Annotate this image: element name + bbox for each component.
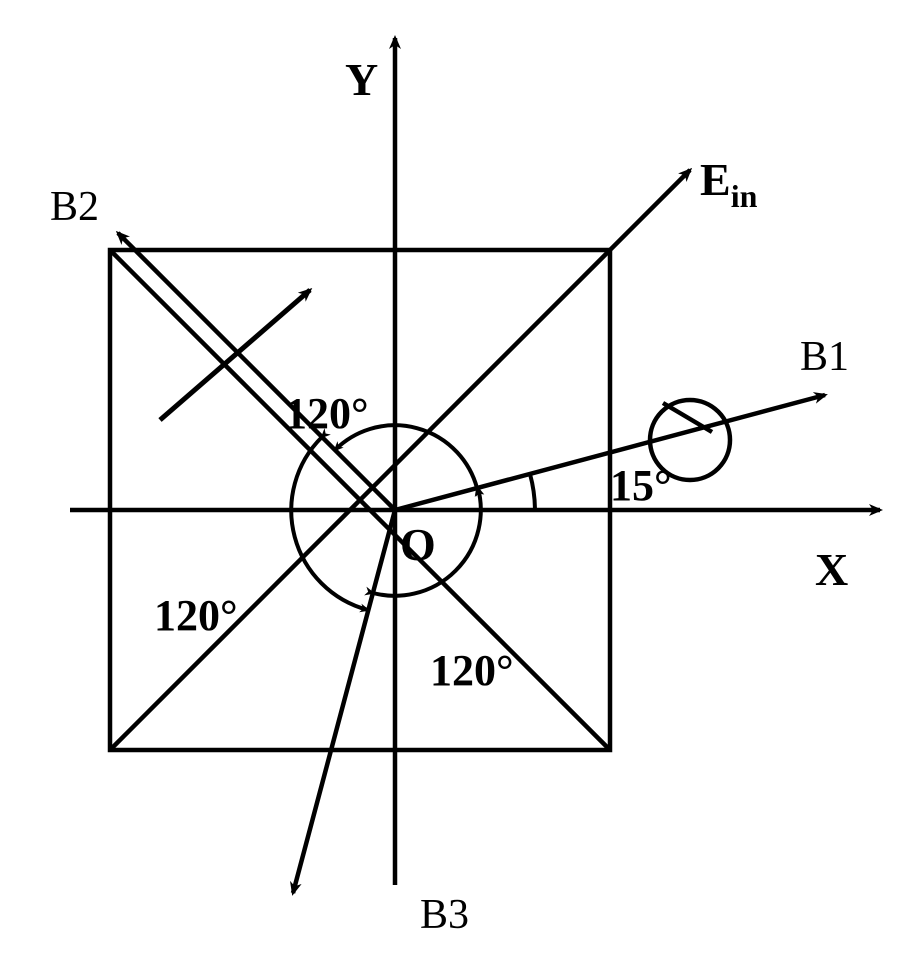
vector-b2 bbox=[118, 233, 395, 510]
angle-arc-15 bbox=[530, 474, 535, 510]
label-15deg: 15° bbox=[610, 461, 672, 510]
label-120-bottom: 120° bbox=[430, 646, 514, 695]
circle-tick bbox=[663, 403, 712, 432]
label-b3: B3 bbox=[420, 892, 469, 938]
label-o: O bbox=[400, 519, 436, 570]
label-b2: B2 bbox=[50, 184, 99, 230]
vector-diagram: Y X O Ein B1 B2 B3 15° 120° 120° 120° bbox=[0, 0, 916, 955]
diagonal-ein bbox=[110, 170, 690, 750]
label-ein: Ein bbox=[700, 154, 758, 214]
angle-arc-120-left bbox=[291, 437, 368, 610]
label-x: X bbox=[815, 544, 848, 595]
label-y: Y bbox=[345, 54, 378, 105]
label-120-top: 120° bbox=[285, 389, 369, 438]
label-120-left: 120° bbox=[154, 591, 238, 640]
label-b1: B1 bbox=[800, 334, 849, 380]
